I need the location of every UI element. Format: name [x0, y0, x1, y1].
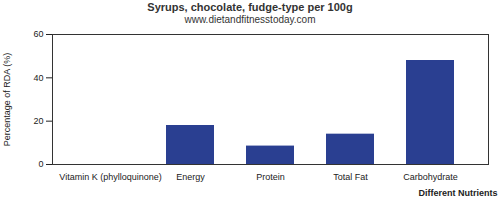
- html-text:www.dietandfitnesstoday.com: www.dietandfitnesstoday.com: [184, 14, 316, 25]
- svg-text:0: 0: [38, 159, 43, 169]
- svg-text:Protein: Protein: [256, 172, 285, 182]
- svg-text:Energy: Energy: [176, 172, 205, 182]
- svg-text:Percentage of RDA (%): Percentage of RDA (%): [2, 53, 12, 147]
- svg-text:60: 60: [33, 29, 43, 39]
- html-text:Syrups, chocolate, fudge-type: Syrups, chocolate, fudge-type per 100g: [147, 1, 353, 13]
- svg-text:Total Fat: Total Fat: [333, 172, 368, 182]
- svg-text:Carbohydrate: Carbohydrate: [403, 172, 458, 182]
- svg-text:40: 40: [33, 73, 43, 83]
- svg-text:20: 20: [33, 116, 43, 126]
- svg-text:Vitamin K (phylloquinone): Vitamin K (phylloquinone): [59, 172, 161, 182]
- svg-text:Different Nutrients: Different Nutrients: [418, 188, 497, 198]
